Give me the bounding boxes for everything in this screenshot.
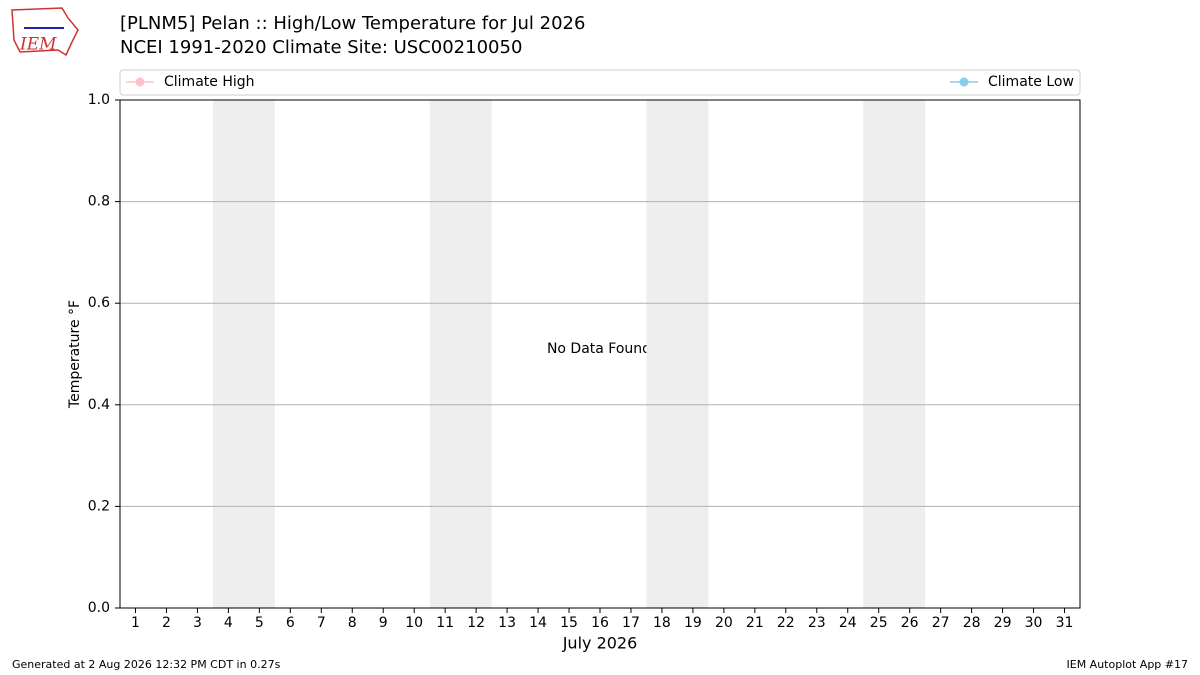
chart-subtitle: NCEI 1991-2020 Climate Site: USC00210050 [120,37,522,58]
footer-left: Generated at 2 Aug 2026 12:32 PM CDT in … [12,658,281,671]
x-tick-label: 13 [498,615,516,631]
x-tick-label: 11 [436,615,454,631]
x-tick-label: 30 [1025,615,1043,631]
x-tick-label: 27 [932,615,950,631]
x-tick-label: 29 [994,615,1012,631]
footer-right: IEM Autoplot App #17 [1067,658,1189,671]
plot-frame [119,99,1081,609]
logo: IEM [11,7,79,57]
x-tick-label: 22 [777,615,795,631]
x-tick-label: 19 [684,615,702,631]
logo-outline [11,7,79,57]
y-axis-label: Temperature °F [67,300,83,409]
x-tick-label: 16 [591,615,609,631]
weekend-shade [646,100,709,608]
x-tick-label: 14 [529,615,547,631]
weekend-shade [863,100,926,608]
x-tick-label: 4 [224,615,233,631]
x-tick-label: 31 [1056,615,1074,631]
x-tick-label: 5 [255,615,264,631]
y-tick-label: 0.4 [88,397,110,413]
y-tick-label: 1.0 [88,92,110,108]
x-tick-label: 7 [317,615,326,631]
logo-text: IEM [19,35,57,55]
chart-title: [PLNM5] Pelan :: High/Low Temperature fo… [120,13,585,34]
x-tick-label: 26 [901,615,919,631]
x-axis-label: July 2026 [562,634,638,653]
x-tick-label: 20 [715,615,733,631]
x-tick-label: 6 [286,615,295,631]
weekend-shade [212,100,275,608]
x-tick-label: 12 [467,615,485,631]
weekend-shade [429,100,492,608]
x-tick-label: 28 [963,615,981,631]
y-tick-label: 0.0 [88,600,110,616]
x-tick-label: 23 [808,615,826,631]
x-tick-label: 1 [131,615,140,631]
legend-label: Climate High [164,74,255,90]
x-tick-label: 24 [839,615,857,631]
annotation: No Data Found [547,341,651,357]
x-tick-label: 25 [870,615,888,631]
x-tick-label: 15 [560,615,578,631]
legend-marker [135,77,145,87]
legend-marker [959,77,969,87]
legend-label: Climate Low [988,74,1074,90]
x-tick-label: 3 [193,615,202,631]
x-tick-label: 2 [162,615,171,631]
x-tick-label: 9 [379,615,388,631]
x-tick-label: 18 [653,615,671,631]
x-tick-label: 17 [622,615,640,631]
x-tick-label: 8 [348,615,357,631]
legend [119,69,1081,96]
x-tick-label: 21 [746,615,764,631]
x-tick-label: 10 [405,615,423,631]
y-tick-label: 0.8 [88,194,110,210]
y-tick-label: 0.2 [88,498,110,514]
y-tick-label: 0.6 [88,295,110,311]
